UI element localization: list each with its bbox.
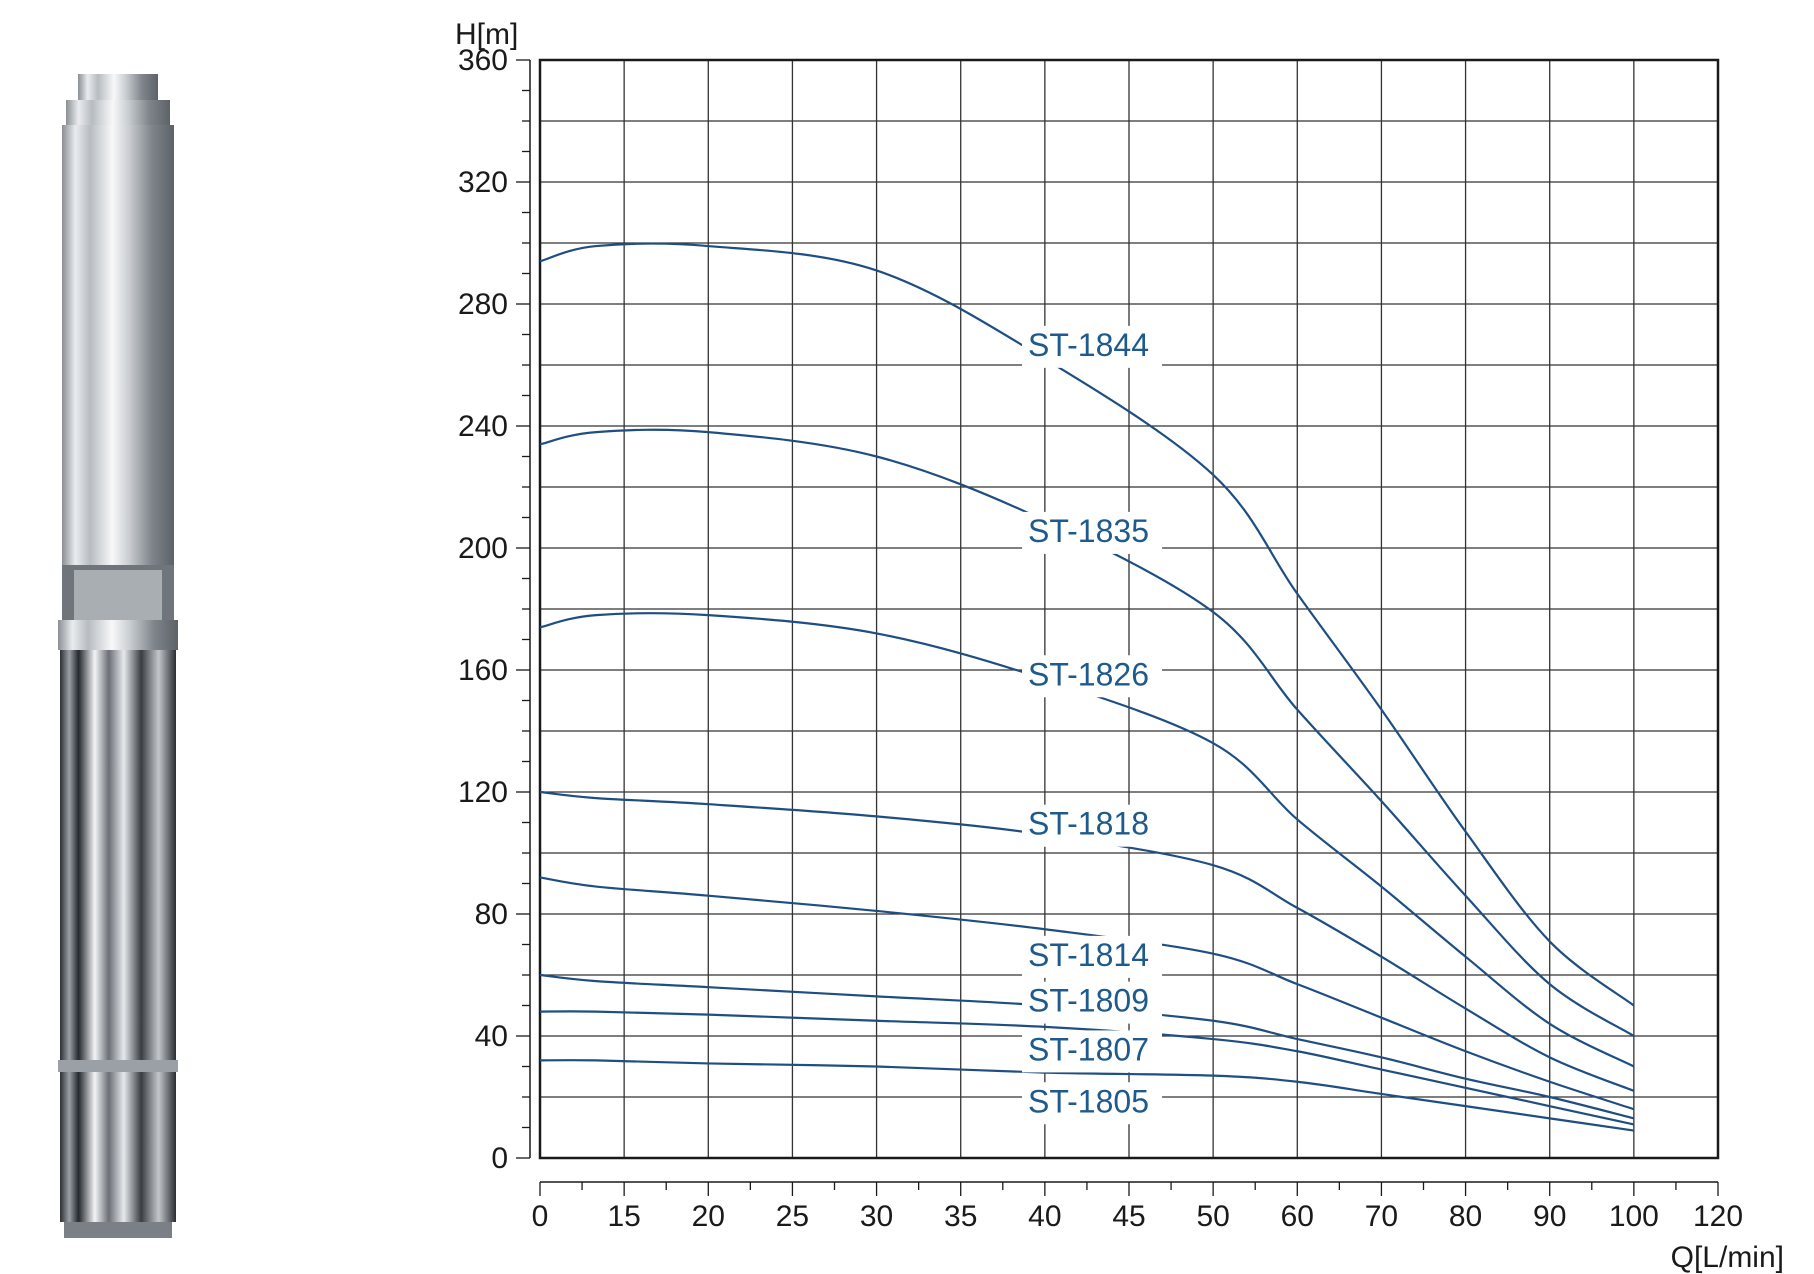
y-tick-label: 320 <box>458 166 508 199</box>
x-tick-label: 40 <box>1028 1200 1061 1233</box>
y-tick-label: 40 <box>475 1020 508 1053</box>
x-tick-label: 25 <box>776 1200 809 1233</box>
y-tick-label: 200 <box>458 532 508 565</box>
x-tick-label: 0 <box>532 1200 549 1233</box>
pump-motor-body <box>60 650 176 1075</box>
curve-label: ST-1809 <box>1028 983 1149 1019</box>
curve-st-1805 <box>539 1059 1635 1132</box>
curve-label-bg <box>1022 935 1163 978</box>
y-axis-ticks: 0 40 80 120 160 200 240 280 320 360 <box>458 44 531 1175</box>
x-tick-label: 60 <box>1281 1200 1314 1233</box>
x-axis-title: Q[L/min] <box>1671 1241 1784 1274</box>
y-tick-label: 280 <box>458 288 508 321</box>
y-tick-label: 160 <box>458 654 508 687</box>
x-tick-label: 45 <box>1112 1200 1145 1233</box>
series-layer <box>539 242 1635 1132</box>
curve-st-1818 <box>539 790 1635 1092</box>
curve-label: ST-1807 <box>1028 1031 1149 1067</box>
curve-label: ST-1826 <box>1028 656 1149 692</box>
curve-st-1809 <box>539 973 1635 1120</box>
curve-st-1826 <box>539 612 1635 1068</box>
curve-label-bg <box>1022 511 1163 554</box>
pump-top-cap <box>78 74 158 104</box>
y-axis-title: H[m] <box>455 18 518 51</box>
curve-labels: ST-1844 ST-1835 ST-1826 ST-1818 ST-1814 ST-18… <box>1022 325 1163 1125</box>
x-tick-label: 120 <box>1693 1200 1743 1233</box>
curve-st-1844 <box>539 242 1635 1007</box>
x-tick-label: 100 <box>1609 1200 1659 1233</box>
y-tick-label: 240 <box>458 410 508 443</box>
curve-label-bg <box>1022 325 1163 368</box>
minor-ticks <box>516 59 1719 1196</box>
x-tick-label: 35 <box>944 1200 977 1233</box>
x-tick-label: 15 <box>607 1200 640 1233</box>
submersible-pump-image <box>58 74 178 1238</box>
curve-label: ST-1835 <box>1028 513 1149 549</box>
y-tick-label: 360 <box>458 44 508 77</box>
x-tick-label: 50 <box>1196 1200 1229 1233</box>
curve-label: ST-1805 <box>1028 1083 1149 1119</box>
curve-st-1814 <box>539 876 1635 1111</box>
y-tick-label: 0 <box>491 1142 508 1175</box>
curve-st-1835 <box>539 428 1635 1037</box>
x-tick-label: 70 <box>1365 1200 1398 1233</box>
y-tick-label: 120 <box>458 776 508 809</box>
x-tick-label: 90 <box>1533 1200 1566 1233</box>
x-axis-ticks: 0 15 20 25 30 35 40 45 50 60 70 80 90 100 120 <box>532 1181 1743 1233</box>
plot-frame <box>538 58 1720 1160</box>
pump-upper-body <box>62 125 174 565</box>
x-tick-label: 30 <box>860 1200 893 1233</box>
curve-label: ST-1814 <box>1028 937 1149 973</box>
curve-label-bg <box>1022 981 1163 1024</box>
x-tick-label: 20 <box>692 1200 725 1233</box>
curve-label-bg <box>1022 1030 1163 1073</box>
x-tick-label: 80 <box>1449 1200 1482 1233</box>
y-tick-label: 80 <box>475 898 508 931</box>
curve-label-bg <box>1022 1082 1163 1125</box>
curve-label-bg <box>1022 655 1163 698</box>
curve-label: ST-1844 <box>1028 327 1149 363</box>
curve-label-bg <box>1022 804 1163 847</box>
curve-label: ST-1818 <box>1028 806 1149 842</box>
curve-st-1807 <box>539 1010 1635 1126</box>
